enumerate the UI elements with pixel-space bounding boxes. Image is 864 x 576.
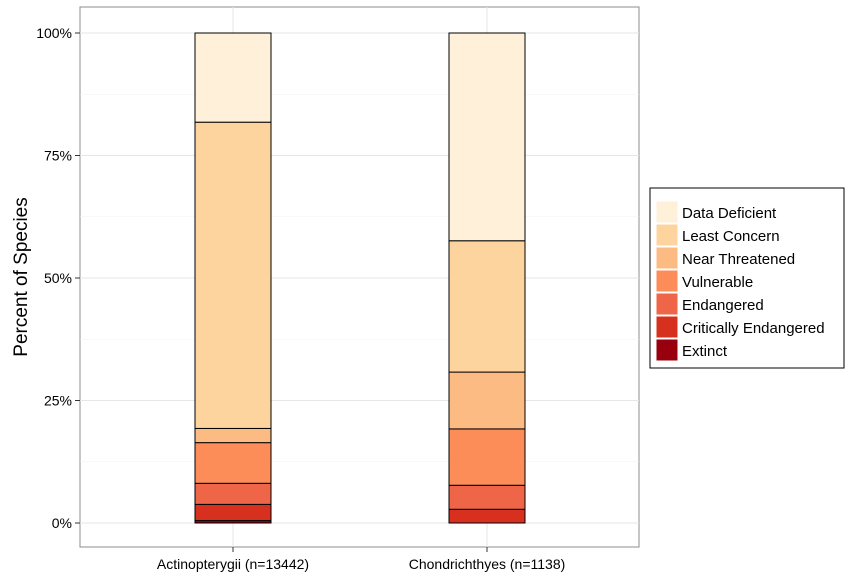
y-tick-label: 100% [36,25,72,41]
y-tick-label: 0% [52,515,72,531]
y-axis-label: Percent of Species [11,197,32,356]
x-tick-label: Actinopterygii (n=13442) [157,556,309,572]
legend-item: Vulnerable [655,269,753,293]
legend-swatch [655,200,679,224]
legend: Data Deficient Least Concern Near Threaten… [649,187,845,369]
plot-panel [79,6,640,548]
y-tick-label: 50% [44,270,72,286]
bar-segment-endangered [448,484,526,510]
bar-segment-data-deficient [448,32,526,242]
legend-item: Least Concern [655,223,780,247]
legend-swatch [655,246,679,270]
bar-segment-endangered [194,482,272,505]
legend-label: Least Concern [682,228,780,245]
x-axis-ticks: Actinopterygii (n=13442) Chondrichthyes (… [157,547,565,572]
legend-swatch [655,315,679,339]
legend-swatch [655,223,679,247]
legend-item: Endangered [655,292,764,316]
y-tick-label: 75% [44,148,72,164]
bar-segment-vulnerable [448,428,526,486]
x-tick-label: Chondrichthyes (n=1138) [409,556,566,572]
bar-segment-data-deficient [194,32,272,123]
legend-swatch [655,269,679,293]
legend-label: Critically Endangered [682,320,825,337]
legend-label: Extinct [682,343,728,360]
bar-stack [194,32,272,524]
legend-item: Extinct [655,338,728,362]
bar-segment-near-threatened [448,371,526,430]
bar-segment-near-threatened [194,427,272,444]
y-axis-ticks: 0% 25% 50% 75% 100% [36,25,80,531]
bar-segment-critically-endangered [448,508,526,524]
legend-swatch [655,292,679,316]
bars [194,32,526,524]
legend-label: Endangered [682,297,764,314]
bar-segment-critically-endangered [194,503,272,522]
legend-swatch [655,338,679,362]
legend-item: Critically Endangered [655,315,825,339]
y-tick-label: 25% [44,393,72,409]
legend-label: Vulnerable [682,274,753,291]
bar-segment-vulnerable [194,442,272,484]
bar-segment-least-concern [448,240,526,373]
legend-box [649,187,845,369]
legend-item: Data Deficient [655,200,777,224]
legend-item: Near Threatened [655,246,795,270]
legend-label: Data Deficient [682,205,777,222]
bar-stack [448,32,526,524]
legend-label: Near Threatened [682,251,795,268]
bar-segment-least-concern [194,121,272,429]
